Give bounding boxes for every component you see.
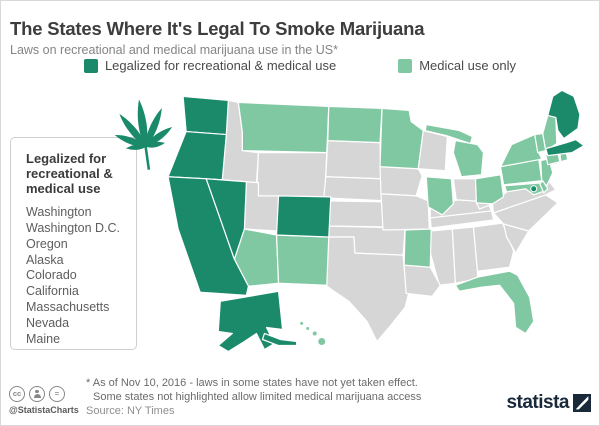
state-alabama — [451, 226, 479, 284]
legal-state-item: Massachusetts — [26, 300, 110, 315]
legal-states-list: Washington Washington D.C. Oregon Alaska Col… — [26, 205, 130, 347]
legal-state-item: Washington — [26, 205, 92, 220]
cc-icons-row: cc = — [9, 386, 79, 402]
statista-logo-mark — [573, 394, 591, 412]
state-michigan — [452, 139, 485, 178]
cc-license-block: cc = @StatistaCharts — [9, 386, 79, 415]
no-derivatives-icon: = — [49, 386, 65, 402]
state-kansas — [324, 200, 390, 228]
state-illinois — [425, 176, 454, 216]
state-nevada — [205, 178, 248, 260]
medical-swatch — [398, 58, 413, 73]
state-iowa — [379, 166, 423, 197]
attribution-person-head — [35, 389, 39, 394]
state-alaska-peninsula — [261, 332, 298, 347]
footnote-line-2: Some states not highlighted allow limite… — [93, 391, 422, 403]
legal-state-item: Nevada — [26, 315, 70, 330]
legal-state-item: Oregon — [26, 236, 68, 251]
state-georgia — [472, 222, 515, 272]
source-note: Source: NY Times — [86, 405, 175, 417]
statista-handle: @StatistaCharts — [9, 405, 79, 415]
statista-logo-text: statista — [506, 392, 569, 413]
state-new-mexico — [275, 234, 330, 286]
state-north-dakota — [327, 105, 383, 144]
state-tennessee — [429, 210, 495, 229]
state-hawaii-2 — [305, 325, 311, 331]
legal-states-panel: Legalized for recreational & medical use… — [10, 137, 137, 350]
legal-state-item: California — [26, 284, 79, 299]
state-minnesota — [379, 107, 424, 170]
us-map — [167, 89, 585, 353]
state-nebraska — [323, 176, 388, 202]
state-south-dakota — [325, 139, 382, 180]
marijuana-leaf-icon — [114, 99, 173, 170]
footnote: * As of Nov 10, 2016 - laws in some stat… — [86, 376, 421, 404]
recreational-swatch — [83, 58, 98, 73]
cc-icon: cc — [9, 386, 25, 402]
statista-logo: statista — [506, 392, 591, 414]
state-colorado — [275, 195, 332, 238]
state-ohio — [474, 174, 505, 205]
legend-item-recreational: Legalized for recreational & medical use — [83, 58, 337, 73]
legal-state-item: Colorado — [26, 268, 77, 283]
state-hawaii-4 — [317, 336, 327, 347]
state-new-hampshire — [542, 114, 558, 152]
legal-state-item: Alaska — [26, 252, 64, 267]
attribution-icon — [29, 386, 45, 402]
legal-state-item: Washington D.C. — [26, 221, 121, 236]
state-maine — [547, 89, 581, 140]
state-delaware — [539, 180, 549, 194]
state-washington-dc — [530, 185, 538, 193]
footnote-line-1: * As of Nov 10, 2016 - laws in some stat… — [86, 377, 418, 389]
attribution-person-body — [33, 393, 41, 399]
state-hawaii-1 — [299, 320, 305, 326]
state-massachusetts — [545, 138, 585, 157]
page-subtitle: Laws on recreational and medical marijua… — [10, 42, 338, 57]
state-montana — [237, 101, 330, 154]
state-texas — [326, 236, 410, 343]
panel-title: Legalized for recreational & medical use — [26, 151, 113, 197]
state-washington — [182, 95, 229, 136]
legend-label: Medical use only — [419, 58, 517, 73]
legal-state-item: Maine — [26, 331, 61, 346]
state-wyoming — [255, 152, 328, 199]
legend-item-medical: Medical use only — [398, 58, 516, 73]
state-florida — [454, 270, 535, 335]
state-arkansas — [403, 228, 432, 268]
legend-label: Legalized for recreational & medical use — [104, 58, 337, 73]
page-title: The States Where It's Legal To Smoke Mar… — [10, 18, 425, 40]
state-missouri — [380, 193, 430, 231]
legend: Legalized for recreational & medical use… — [0, 58, 600, 73]
state-hawaii-3 — [311, 330, 318, 337]
